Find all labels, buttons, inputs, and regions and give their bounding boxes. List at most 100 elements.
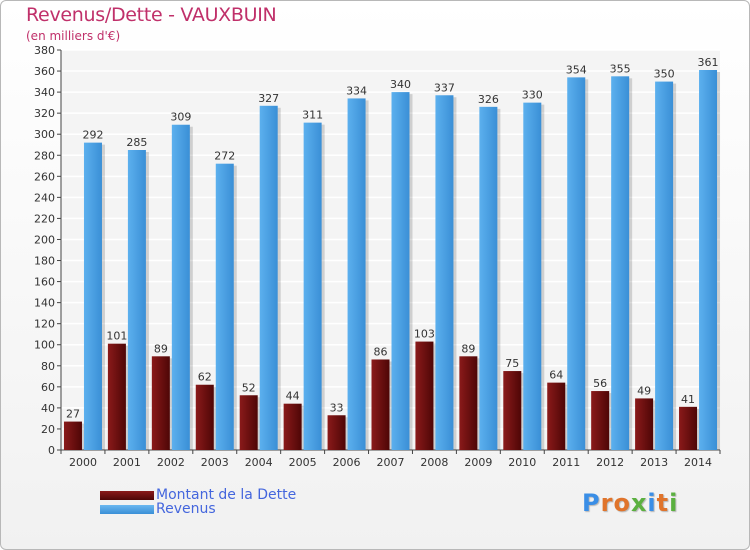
bar-revenus-label: 292 [82,129,103,142]
x-tick-label: 2008 [420,456,448,469]
bar-dette [327,415,346,450]
y-tick-label: 280 [34,149,55,162]
x-tick-label: 2012 [596,456,624,469]
x-tick-label: 2013 [640,456,668,469]
bar-dette-label: 62 [198,371,212,384]
bar-dette [459,356,478,450]
x-tick-label: 2014 [684,456,712,469]
bar-dette [195,384,214,450]
bar-dette [679,406,698,450]
bar-revenus [567,77,586,451]
bar-dette [591,391,610,450]
y-tick-label: 0 [48,444,55,457]
bar-dette [151,356,170,450]
bar-dette-label: 56 [593,377,607,390]
bar-revenus-label: 334 [346,84,367,97]
bar-dette-label: 89 [154,342,168,355]
bar-revenus [435,95,454,451]
bar-revenus [347,98,366,450]
bar-revenus [699,70,718,450]
bar-dette [415,341,434,450]
logo-letter: i [669,489,679,517]
y-tick-label: 220 [34,212,55,225]
bar-dette-label: 64 [549,369,563,382]
x-tick-label: 2001 [113,456,141,469]
x-tick-label: 2000 [69,456,97,469]
bar-revenus [523,102,542,450]
bar-revenus-label: 355 [610,62,631,75]
x-tick-label: 2010 [508,456,536,469]
y-tick-label: 340 [34,86,55,99]
y-tick-label: 260 [34,170,55,183]
bar-revenus-label: 285 [126,136,147,149]
bar-revenus-label: 327 [258,92,279,105]
x-tick-label: 2009 [464,456,492,469]
bar-dette-label: 27 [66,408,80,421]
plot-area [61,50,720,450]
bar-dette [107,343,126,450]
bar-revenus-label: 330 [522,89,543,102]
bar-revenus [655,81,674,450]
bar-revenus-label: 361 [698,56,719,69]
bar-dette-label: 86 [374,345,388,358]
y-tick-label: 200 [34,233,55,246]
logo-letter: t [656,489,670,517]
y-tick-label: 380 [34,44,55,57]
y-tick-label: 180 [34,255,55,268]
bar-dette-label: 49 [637,384,651,397]
bar-dette [503,371,522,450]
y-tick-label: 120 [34,318,55,331]
y-tick-label: 60 [41,381,55,394]
y-tick-label: 100 [34,339,55,352]
bar-revenus-label: 311 [302,109,323,122]
bar-revenus-label: 337 [434,81,455,94]
bar-dette-label: 33 [330,401,344,414]
y-tick-label: 360 [34,65,55,78]
bar-revenus [391,92,410,451]
bar-revenus [303,122,322,450]
chart-subtitle: (en milliers d'€) [26,29,121,43]
x-tick-label: 2011 [552,456,580,469]
bar-dette [371,359,390,450]
y-tick-label: 80 [41,360,55,373]
bar-revenus-label: 309 [170,111,191,124]
y-tick-label: 300 [34,128,55,141]
bar-dette-label: 103 [414,328,435,341]
x-tick-label: 2007 [377,456,405,469]
logo-letter: i [647,489,657,517]
logo-letter: x [630,489,648,517]
y-tick-label: 20 [41,423,55,436]
legend-label-revenus: Revenus [156,501,216,517]
bar-dette-label: 101 [106,330,127,343]
proxiti-logo: Proxiti [582,489,678,517]
bar-dette [635,398,654,450]
bar-dette [63,421,82,450]
chart-title: Revenus/Dette - VAUXBUIN [26,4,277,26]
bar-revenus [259,105,278,450]
bar-dette [547,382,566,450]
bar-dette-label: 44 [286,390,300,403]
y-tick-label: 140 [34,297,55,310]
bar-revenus-label: 354 [566,63,587,76]
bar-revenus [171,124,190,450]
bar-revenus [127,150,146,450]
legend-label-dette: Montant de la Dette [156,487,297,503]
bar-dette [283,403,302,450]
y-tick-label: 240 [34,191,55,204]
bar-revenus-label: 340 [390,78,411,91]
x-tick-label: 2004 [245,456,273,469]
bar-revenus [611,76,630,450]
y-tick-label: 40 [41,402,55,415]
bar-dette-label: 41 [681,393,695,406]
bar-dette-label: 52 [242,381,256,394]
y-tick-label: 320 [34,107,55,120]
x-tick-label: 2006 [333,456,361,469]
bar-dette [239,395,258,450]
bar-revenus-label: 326 [478,93,499,106]
x-tick-label: 2005 [289,456,317,469]
legend-swatch-dette [100,491,154,500]
bar-dette-label: 75 [505,357,519,370]
logo-letter: r [600,489,614,517]
x-tick-label: 2002 [157,456,185,469]
